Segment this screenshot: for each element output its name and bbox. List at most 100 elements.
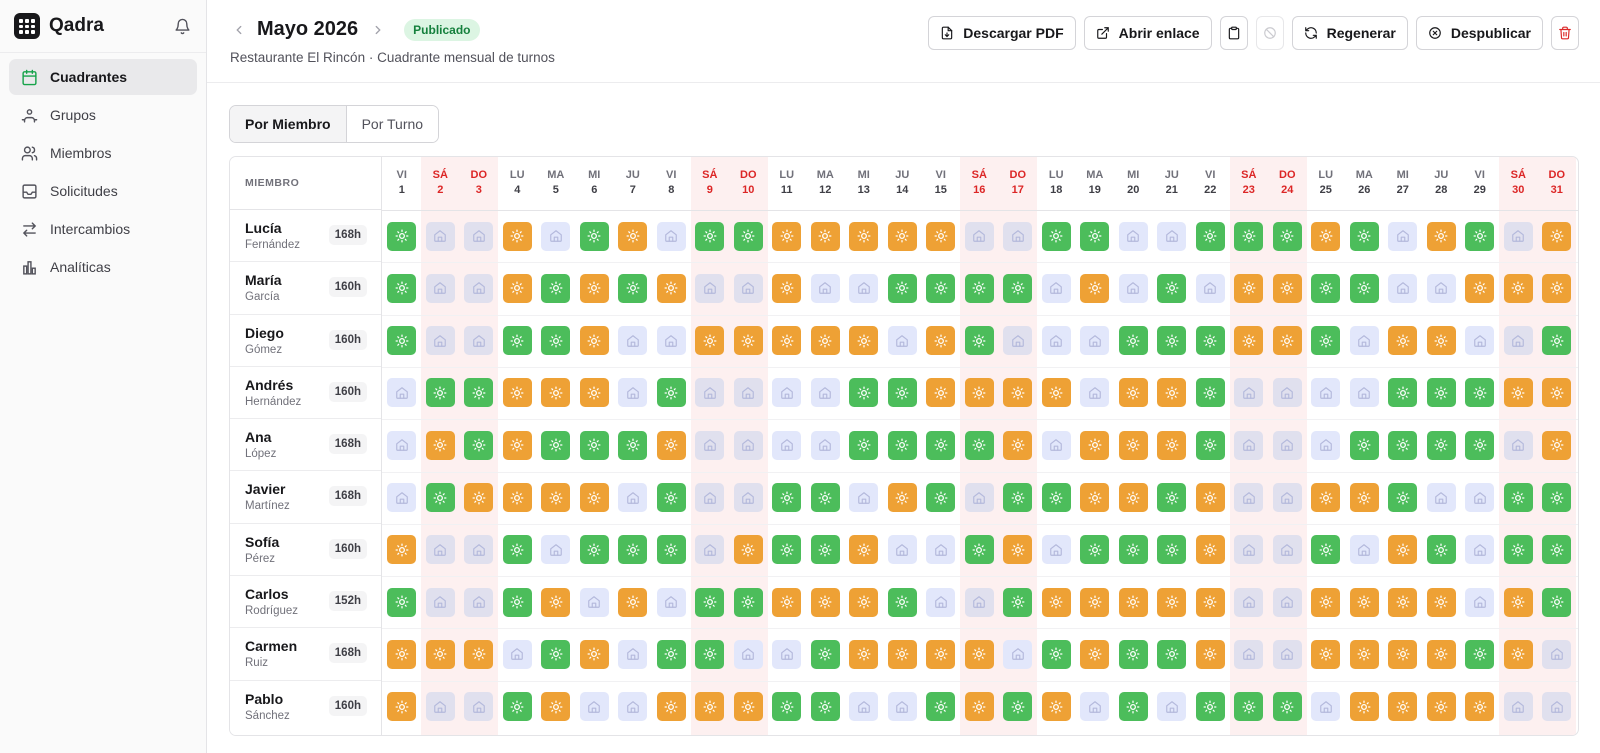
member-row[interactable]: María García 160h xyxy=(230,262,381,315)
shift-cell-shift-orange[interactable] xyxy=(1503,273,1533,303)
shift-cell-shift-green[interactable] xyxy=(1157,483,1187,512)
shift-cell-day-off[interactable] xyxy=(1426,273,1456,303)
shift-cell-day-off[interactable] xyxy=(579,692,609,722)
shift-cell-shift-orange[interactable] xyxy=(1272,326,1302,356)
member-row[interactable]: Lucía Fernández 168h xyxy=(230,210,381,263)
shift-cell-shift-green[interactable] xyxy=(1041,483,1071,512)
shift-cell-shift-orange[interactable] xyxy=(502,378,532,408)
shift-cell-shift-green[interactable] xyxy=(618,273,648,303)
shift-cell-shift-orange[interactable] xyxy=(502,483,532,512)
shift-cell-shift-orange[interactable] xyxy=(579,273,609,303)
shift-cell-shift-green[interactable] xyxy=(502,535,532,565)
shift-cell-shift-orange[interactable] xyxy=(1388,692,1418,722)
shift-cell-shift-green[interactable] xyxy=(926,273,956,303)
shift-cell-shift-orange[interactable] xyxy=(1234,326,1264,356)
shift-cell-day-off[interactable] xyxy=(1349,326,1379,356)
shift-cell-shift-green[interactable] xyxy=(1195,326,1225,356)
shift-cell-shift-orange[interactable] xyxy=(926,221,956,251)
shift-cell-shift-green[interactable] xyxy=(1157,639,1187,669)
shift-cell-shift-orange[interactable] xyxy=(1465,692,1495,722)
shift-cell-day-off[interactable] xyxy=(926,535,956,565)
shift-cell-weekend-off[interactable] xyxy=(1234,639,1264,669)
shift-cell-day-off[interactable] xyxy=(579,587,609,617)
shift-cell-weekend-off[interactable] xyxy=(1272,535,1302,565)
open-link-button[interactable]: Abrir enlace xyxy=(1083,16,1212,50)
shift-cell-day-off[interactable] xyxy=(1388,273,1418,303)
shift-cell-weekend-off[interactable] xyxy=(695,535,725,565)
download-pdf-button[interactable]: Descargar PDF xyxy=(928,16,1076,50)
shift-cell-weekend-off[interactable] xyxy=(425,273,455,303)
shift-cell-weekend-off[interactable] xyxy=(1503,430,1533,460)
shift-cell-shift-orange[interactable] xyxy=(541,692,571,722)
shift-cell-day-off[interactable] xyxy=(1311,692,1341,722)
shift-cell-shift-green[interactable] xyxy=(1503,535,1533,565)
shift-cell-day-off[interactable] xyxy=(810,430,840,460)
shift-cell-weekend-off[interactable] xyxy=(1272,587,1302,617)
shift-cell-shift-orange[interactable] xyxy=(733,535,763,565)
shift-cell-day-off[interactable] xyxy=(387,378,417,408)
shift-cell-shift-orange[interactable] xyxy=(849,326,879,356)
shift-cell-shift-orange[interactable] xyxy=(579,639,609,669)
shift-cell-shift-orange[interactable] xyxy=(964,378,994,408)
shift-cell-shift-green[interactable] xyxy=(1465,430,1495,460)
delete-button[interactable] xyxy=(1551,16,1579,50)
shift-cell-day-off[interactable] xyxy=(887,326,917,356)
shift-cell-shift-green[interactable] xyxy=(1388,483,1418,512)
shift-cell-shift-orange[interactable] xyxy=(464,639,494,669)
shift-cell-shift-orange[interactable] xyxy=(733,692,763,722)
member-row[interactable]: Andrés Hernández 160h xyxy=(230,367,381,420)
shift-cell-day-off[interactable] xyxy=(849,483,879,512)
shift-cell-weekend-off[interactable] xyxy=(464,587,494,617)
shift-cell-shift-green[interactable] xyxy=(579,430,609,460)
shift-cell-shift-orange[interactable] xyxy=(1118,378,1148,408)
shift-cell-day-off[interactable] xyxy=(656,221,686,251)
shift-cell-shift-orange[interactable] xyxy=(1465,273,1495,303)
shift-cell-day-off[interactable] xyxy=(1041,535,1071,565)
shift-cell-weekend-off[interactable] xyxy=(964,587,994,617)
shift-cell-shift-orange[interactable] xyxy=(541,483,571,512)
shift-cell-shift-green[interactable] xyxy=(1157,535,1187,565)
shift-cell-shift-green[interactable] xyxy=(810,692,840,722)
shift-cell-day-off[interactable] xyxy=(1041,326,1071,356)
shift-cell-shift-green[interactable] xyxy=(1426,430,1456,460)
shift-cell-shift-green[interactable] xyxy=(387,326,417,356)
shift-cell-shift-orange[interactable] xyxy=(1388,326,1418,356)
sidebar-item-cuadrantes[interactable]: Cuadrantes xyxy=(9,59,197,95)
shift-cell-shift-green[interactable] xyxy=(579,221,609,251)
shift-cell-shift-green[interactable] xyxy=(1542,483,1572,512)
shift-cell-shift-green[interactable] xyxy=(887,430,917,460)
shift-cell-day-off[interactable] xyxy=(541,221,571,251)
shift-cell-weekend-off[interactable] xyxy=(1003,326,1033,356)
shift-cell-shift-green[interactable] xyxy=(1195,221,1225,251)
shift-cell-weekend-off[interactable] xyxy=(733,483,763,512)
regenerate-button[interactable]: Regenerar xyxy=(1291,16,1408,50)
shift-cell-shift-green[interactable] xyxy=(887,378,917,408)
shift-cell-shift-orange[interactable] xyxy=(1003,378,1033,408)
shift-cell-shift-orange[interactable] xyxy=(772,273,802,303)
sidebar-item-miembros[interactable]: Miembros xyxy=(9,135,197,171)
shift-cell-shift-green[interactable] xyxy=(772,692,802,722)
shift-cell-shift-green[interactable] xyxy=(1426,535,1456,565)
shift-cell-shift-green[interactable] xyxy=(656,639,686,669)
shift-cell-day-off[interactable] xyxy=(1157,221,1187,251)
shift-cell-shift-orange[interactable] xyxy=(425,430,455,460)
shift-cell-day-off[interactable] xyxy=(1349,535,1379,565)
shift-cell-shift-orange[interactable] xyxy=(618,221,648,251)
shift-cell-shift-orange[interactable] xyxy=(926,639,956,669)
shift-cell-shift-green[interactable] xyxy=(733,221,763,251)
shift-cell-day-off[interactable] xyxy=(733,639,763,669)
shift-cell-shift-orange[interactable] xyxy=(1195,587,1225,617)
shift-cell-shift-orange[interactable] xyxy=(1080,430,1110,460)
shift-cell-shift-green[interactable] xyxy=(1388,430,1418,460)
shift-cell-day-off[interactable] xyxy=(387,483,417,512)
shift-cell-weekend-off[interactable] xyxy=(695,483,725,512)
shift-cell-shift-orange[interactable] xyxy=(772,326,802,356)
shift-cell-weekend-off[interactable] xyxy=(1503,692,1533,722)
shift-cell-shift-green[interactable] xyxy=(733,587,763,617)
shift-cell-shift-orange[interactable] xyxy=(1503,639,1533,669)
shift-cell-day-off[interactable] xyxy=(1349,378,1379,408)
shift-cell-shift-green[interactable] xyxy=(1118,639,1148,669)
shift-cell-shift-orange[interactable] xyxy=(810,326,840,356)
shift-cell-shift-orange[interactable] xyxy=(926,378,956,408)
shift-cell-shift-orange[interactable] xyxy=(1157,378,1187,408)
